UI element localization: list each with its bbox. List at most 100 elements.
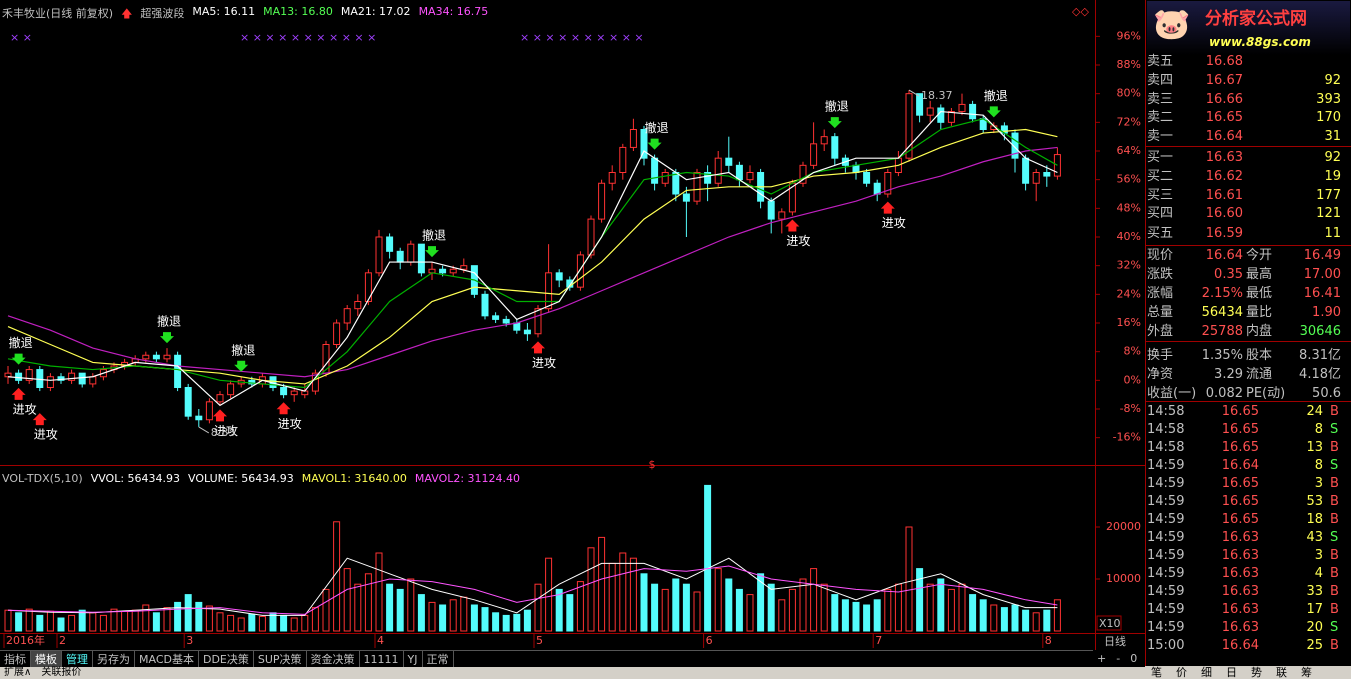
trade-side: B [1330, 440, 1339, 455]
trade-side: B [1330, 584, 1339, 599]
toolbar-tab[interactable]: 资金决策 [307, 651, 360, 668]
candle-body [661, 172, 669, 184]
volume-bar [576, 581, 584, 632]
trade-price: 16.65 [1221, 512, 1259, 527]
book-price: 16.67 [1205, 73, 1243, 88]
window-controls[interactable]: ◇◇ [1072, 5, 1089, 18]
y-tick-label: 0% [1124, 373, 1141, 386]
volume-bar [163, 607, 171, 632]
candle-body [4, 372, 12, 378]
trade-volume: 3 [1314, 476, 1323, 491]
volume-bar [852, 601, 860, 632]
candle-body [417, 243, 425, 274]
y-tick-label: 24% [1117, 287, 1141, 300]
y-tick-label: 8% [1124, 345, 1141, 358]
candle-body [576, 254, 584, 288]
panel-tab[interactable]: 价 [1176, 666, 1187, 679]
logo-url: www.88gs.com [1209, 35, 1311, 49]
candle-body [290, 390, 298, 396]
y-tick-label: -16% [1113, 431, 1141, 444]
marker: × × [10, 31, 32, 44]
status-bar: 扩展∧ 关联报价 [0, 667, 1149, 679]
quote-label: 涨跌 [1147, 267, 1174, 282]
toolbar-tab[interactable]: 11111 [360, 651, 404, 668]
panel-tab[interactable]: 联 [1276, 666, 1287, 679]
retreat-arrow [647, 138, 662, 150]
panel-tab[interactable]: 日 [1226, 666, 1237, 679]
toolbar-tab[interactable]: 模板 [31, 651, 62, 668]
volume-bar [375, 552, 383, 632]
volume-bar [290, 617, 298, 632]
header-item: MA13: 16.80 [263, 5, 333, 18]
top-markers: × × × × × × × × × × × × × × × × × × × × … [10, 31, 644, 44]
volume-bar [979, 599, 987, 632]
y-tick-label: 64% [1117, 144, 1141, 157]
trade-time: 15:00 [1147, 638, 1185, 653]
toolbar-tab[interactable]: SUP决策 [254, 651, 307, 668]
candle-body [863, 172, 871, 184]
logo: 分析家公式网 www.88gs.com 🐷 [1147, 1, 1350, 55]
attack-arrow [11, 387, 26, 400]
header-item: MA34: 16.75 [418, 5, 489, 18]
volume-bar [354, 583, 362, 632]
trade-side: B [1330, 476, 1339, 491]
panel-tabs: 笔价细日势联筹 [1145, 666, 1351, 679]
volume-bar [523, 609, 531, 632]
book-volume: 170 [1316, 110, 1341, 125]
volume-bar [598, 536, 606, 632]
candle-body [354, 301, 362, 310]
zoom-button[interactable]: + [1097, 652, 1107, 665]
quote-value: 17.00 [1303, 267, 1341, 282]
candle-body [682, 193, 690, 202]
volume-bar [841, 599, 849, 632]
book-side: 卖四 [1147, 73, 1174, 88]
panel-tab[interactable]: 势 [1251, 666, 1262, 679]
trade-volume: 43 [1306, 530, 1323, 545]
toolbar-tab[interactable]: MACD基本 [135, 651, 199, 668]
trade-time: 14:59 [1147, 476, 1185, 491]
toolbar-tab[interactable]: 指标 [0, 651, 31, 668]
price-label: 18.37 [921, 89, 953, 102]
quote-label: 换手 [1147, 348, 1174, 363]
panel-tab[interactable]: 笔 [1151, 666, 1162, 679]
volume-bar [322, 588, 330, 632]
volume-bar [672, 578, 680, 632]
volume-bar [15, 612, 23, 632]
trade-price: 16.63 [1221, 566, 1259, 581]
quote-value: 2.15% [1201, 286, 1243, 301]
quote-label: 今开 [1246, 248, 1273, 263]
zoom-button[interactable]: - [1116, 652, 1121, 665]
candle-body [513, 322, 521, 331]
quote-value: 30646 [1299, 324, 1341, 339]
attack-arrow [785, 219, 800, 232]
status-item[interactable]: 扩展∧ [4, 667, 32, 678]
volume-bar [651, 583, 659, 632]
volume-bar [757, 573, 765, 632]
panel-tab[interactable]: 筹 [1301, 666, 1312, 679]
volume-bar [142, 604, 150, 632]
toolbar-tab[interactable]: 正常 [423, 651, 454, 668]
book-volume: 393 [1316, 92, 1341, 107]
candle-body [608, 172, 616, 184]
toolbar-tab[interactable]: DDE决策 [199, 651, 254, 668]
volume-bar [364, 573, 372, 632]
trade-time: 14:59 [1147, 602, 1185, 617]
candle-body [57, 376, 65, 381]
attack-label: 进攻 [532, 356, 556, 370]
volume-bar [863, 604, 871, 632]
volume-bar [25, 608, 33, 632]
status-item[interactable]: 关联报价 [41, 667, 82, 678]
book-price: 16.60 [1205, 206, 1243, 221]
trade-volume: 17 [1306, 602, 1323, 617]
unit-label: X10 [1099, 617, 1121, 630]
toolbar-tab[interactable]: 另存为 [93, 651, 135, 668]
retreat-label: 撤退 [9, 335, 33, 350]
panel-tab[interactable]: 细 [1201, 666, 1212, 679]
volume-bar [481, 607, 489, 632]
marker: × × × × × × × × × × [520, 31, 644, 44]
zoom-button[interactable]: 0 [1130, 652, 1138, 665]
toolbar-tab[interactable]: YJ [404, 651, 423, 668]
trade-price: 16.64 [1221, 638, 1259, 653]
candle-body [555, 272, 563, 281]
toolbar-tab[interactable]: 管理 [62, 651, 93, 668]
